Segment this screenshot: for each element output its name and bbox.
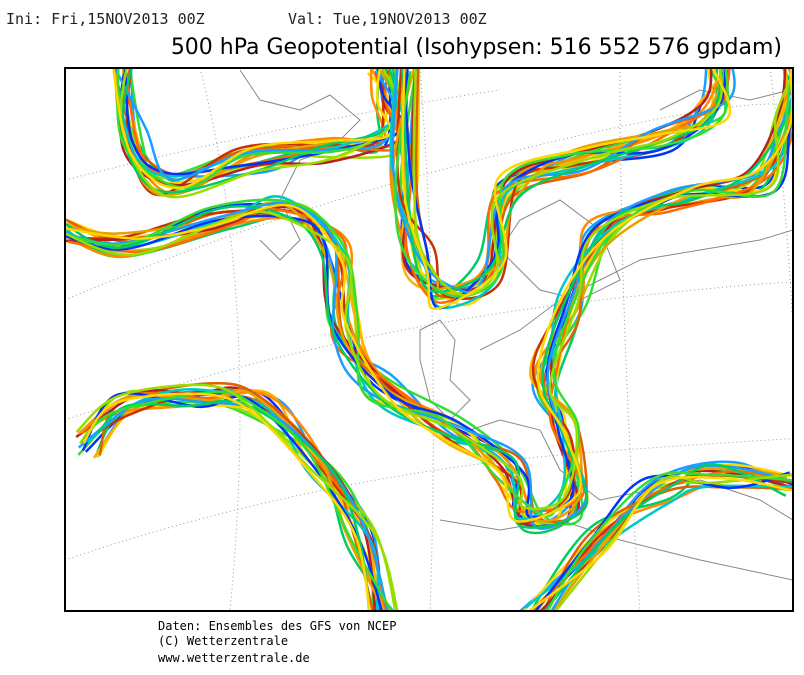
map-area [65,68,793,611]
ensemble-isohypse [400,68,731,304]
map-title: 500 hPa Geopotential (Isohypsen: 516 552… [171,35,782,60]
ensemble-isohypse [77,400,375,611]
init-time: Ini: Fri,15NOV2013 00Z [6,10,205,28]
ensemble-isohypse [546,471,793,611]
ensemble-isohypse [526,475,793,611]
ensemble-isohypse [82,392,371,611]
ensemble-isohypse [75,383,399,611]
ensemble-isohypse [83,390,393,611]
ensemble-isohypse [78,388,386,611]
ensemble-isohypse [96,399,371,611]
ensemble-isohypse [113,68,383,184]
valid-time: Val: Tue,19NOV2013 00Z [288,10,487,28]
graticule [65,68,793,611]
footer-line: (C) Wetterzentrale [158,634,288,648]
ensemble-isohypse [112,68,393,190]
ensemble-isohypse [542,485,793,611]
ensemble-isohypse [65,72,793,511]
coastlines [239,69,793,581]
ensemble-isohypse [396,68,729,300]
ensemble-isohypse [123,68,406,176]
ensemble-isohypse [401,68,724,294]
ensemble-isohypse [534,471,791,611]
ensemble-isohypse [401,68,732,310]
ensemble-isohypse [65,91,793,530]
ensemble-isohypse [403,68,727,310]
ensemble-isohypse [77,397,389,611]
ensemble-isohypse [410,68,715,307]
ensemble-isohypse [75,386,377,611]
ensemble-isohypse [543,463,787,611]
map-frame [64,67,794,612]
ensemble-isohypse [391,68,736,294]
ensemble-isohypse [65,68,793,523]
ensemble-isohypse [389,68,726,310]
ensemble-isohypse [125,68,401,176]
ensemble-isohypse [65,95,793,529]
footer-line: www.wetterzentrale.de [158,651,310,665]
footer-line: Daten: Ensembles des GFS von NCEP [158,619,396,633]
ensemble-isohypse [532,470,790,611]
ensemble-isohypse [67,68,793,514]
